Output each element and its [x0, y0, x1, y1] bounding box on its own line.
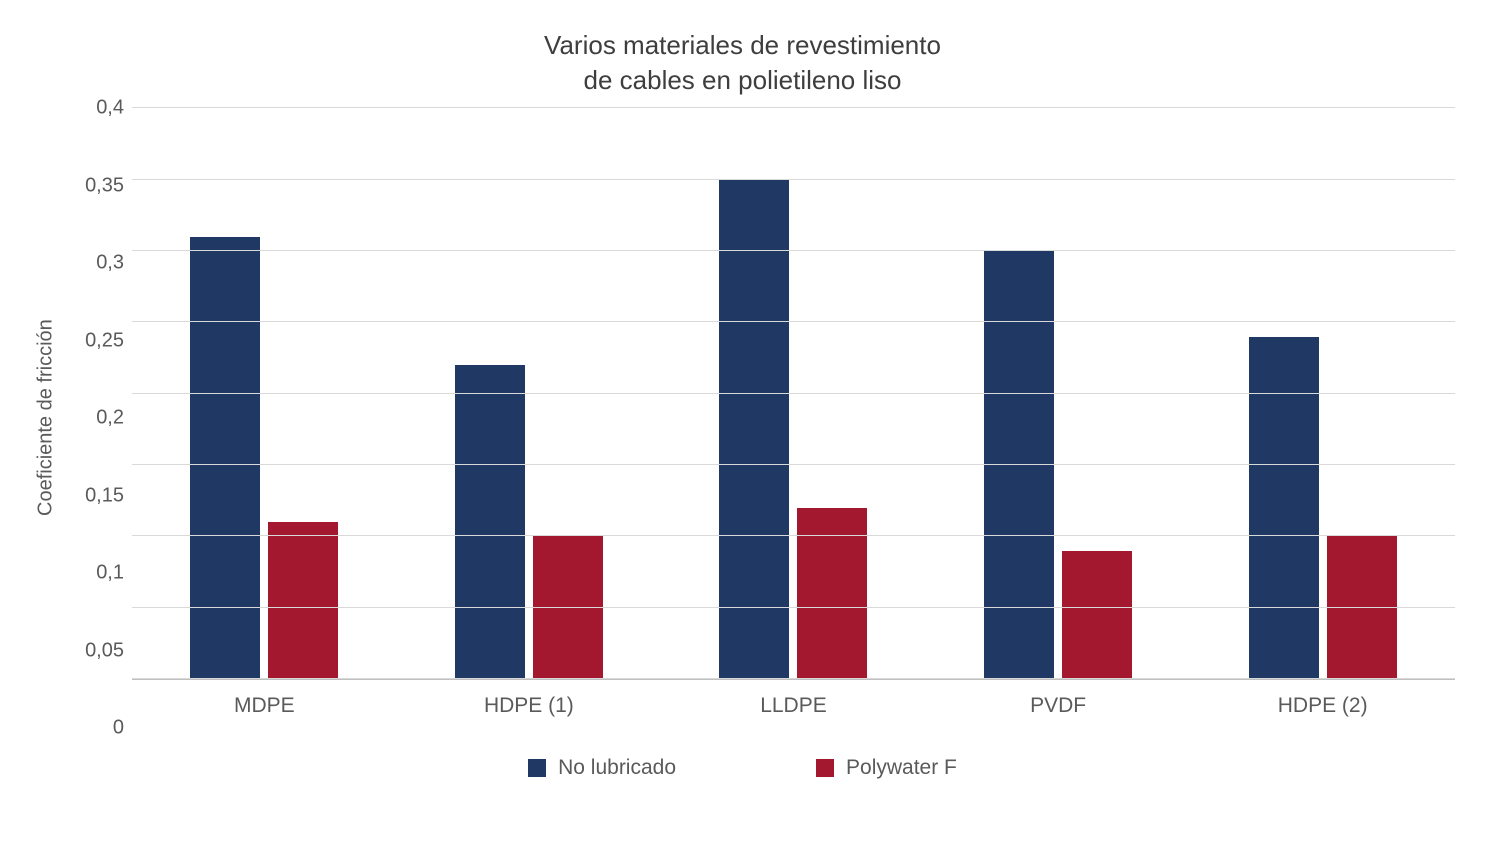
y-tick-label: 0,4	[96, 97, 124, 120]
gridline	[132, 179, 1455, 180]
plot-column: MDPEHDPE (1)LLDPEPVDFHDPE (2)	[132, 108, 1455, 728]
y-axis-labels: 00,050,10,150,20,250,30,350,4	[62, 108, 132, 728]
x-category-label: LLDPE	[661, 680, 926, 728]
category-group	[132, 108, 397, 679]
gridline	[132, 607, 1455, 608]
legend-label: Polywater F	[846, 756, 957, 780]
gridline	[132, 393, 1455, 394]
x-axis-labels: MDPEHDPE (1)LLDPEPVDFHDPE (2)	[132, 680, 1455, 728]
y-tick-label: 0,1	[96, 562, 124, 585]
bar	[268, 522, 338, 679]
category-group	[661, 108, 926, 679]
y-tick-label: 0,35	[85, 174, 124, 197]
bar	[1327, 536, 1397, 679]
x-category-label: HDPE (1)	[397, 680, 662, 728]
x-category-label: MDPE	[132, 680, 397, 728]
bar	[719, 180, 789, 680]
bar	[984, 251, 1054, 679]
y-axis-title: Coeficiente de fricción	[30, 108, 62, 728]
chart-title: Varios materiales de revestimiento de ca…	[30, 28, 1455, 98]
x-category-label: PVDF	[926, 680, 1191, 728]
gridline	[132, 535, 1455, 536]
y-tick-label: 0,05	[85, 639, 124, 662]
chart-container: Varios materiales de revestimiento de ca…	[0, 0, 1485, 845]
chart-title-line1: Varios materiales de revestimiento	[544, 30, 941, 60]
gridline	[132, 107, 1455, 108]
legend: No lubricado Polywater F	[30, 756, 1455, 780]
bars-layer	[132, 108, 1455, 679]
legend-item: Polywater F	[816, 756, 957, 780]
y-tick-label: 0,25	[85, 329, 124, 352]
x-category-label: HDPE (2)	[1190, 680, 1455, 728]
bar	[455, 365, 525, 679]
y-tick-label: 0,3	[96, 252, 124, 275]
chart-title-line2: de cables en polietileno liso	[584, 65, 902, 95]
gridline	[132, 250, 1455, 251]
chart-body: Coeficiente de fricción 00,050,10,150,20…	[30, 108, 1455, 728]
bar	[1062, 551, 1132, 679]
bar	[190, 237, 260, 680]
bar	[533, 536, 603, 679]
category-group	[1190, 108, 1455, 679]
category-group	[397, 108, 662, 679]
legend-item: No lubricado	[528, 756, 676, 780]
bar	[797, 508, 867, 679]
bar	[1249, 337, 1319, 680]
gridline	[132, 678, 1455, 679]
y-tick-label: 0	[113, 717, 124, 740]
category-group	[926, 108, 1191, 679]
plot-area	[132, 108, 1455, 680]
legend-label: No lubricado	[558, 756, 676, 780]
y-tick-label: 0,2	[96, 407, 124, 430]
legend-swatch	[528, 759, 546, 777]
gridline	[132, 321, 1455, 322]
gridline	[132, 464, 1455, 465]
y-tick-label: 0,15	[85, 484, 124, 507]
legend-swatch	[816, 759, 834, 777]
